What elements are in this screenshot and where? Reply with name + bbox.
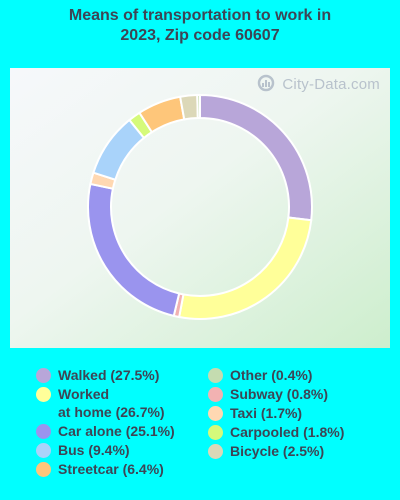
legend-item-carpooled: Carpooled (1.8%) [208,423,344,441]
chart-title: Means of transportation to work in 2023,… [0,6,400,46]
legend-label: Subway (0.8%) [230,386,329,402]
donut-chart [87,93,313,320]
plot-area: City-Data.com [10,68,390,348]
slice-bicycle [178,94,199,121]
legend-label: Worked at home (26.7%) [58,386,165,420]
legend-swatch [36,368,51,383]
legend-swatch [36,424,51,439]
legend-item-other: Other (0.4%) [208,366,312,384]
legend-label: Bicycle (2.5%) [230,443,325,459]
watermark: City-Data.com [255,74,380,94]
legend-item-subway: Subway (0.8%) [208,385,328,403]
legend: Walked (27.5%) Worked at home (26.7%) Car … [0,366,400,496]
legend-label: Car alone (25.1%) [58,423,175,439]
chart-title-line-1: Means of transportation to work in [68,7,332,24]
chart-title-line-2: 2023, Zip code 60607 [120,27,280,44]
legend-swatch [208,425,223,440]
legend-swatch [36,462,51,477]
legend-swatch [36,387,51,402]
legend-swatch [208,406,223,421]
slice-car-alone [87,182,181,318]
slice-other [196,93,201,120]
slice-walked [199,93,313,222]
legend-label: Taxi (1.7%) [230,405,303,421]
legend-label: Walked (27.5%) [58,367,160,383]
legend-item-walked: Walked (27.5%) [36,366,159,384]
slice-worked-at-home [177,216,313,320]
legend-swatch [208,387,223,402]
legend-label: Bus (9.4%) [58,442,130,458]
watermark-text: City-Data.com [282,75,380,93]
legend-swatch [208,444,223,459]
legend-item-taxi: Taxi (1.7%) [208,404,302,422]
legend-item-streetcar: Streetcar (6.4%) [36,460,164,478]
legend-swatch [208,368,223,383]
legend-label: Other (0.4%) [230,367,313,383]
legend-label: Streetcar (6.4%) [58,461,164,477]
magnifier-icon [258,74,275,92]
legend-label: Carpooled (1.8%) [230,424,345,440]
legend-item-worked-at-home: Worked at home (26.7%) [36,385,165,421]
legend-item-car-alone: Car alone (25.1%) [36,422,175,440]
legend-item-bicycle: Bicycle (2.5%) [208,442,324,460]
legend-swatch [36,443,51,458]
legend-item-bus: Bus (9.4%) [36,441,130,459]
